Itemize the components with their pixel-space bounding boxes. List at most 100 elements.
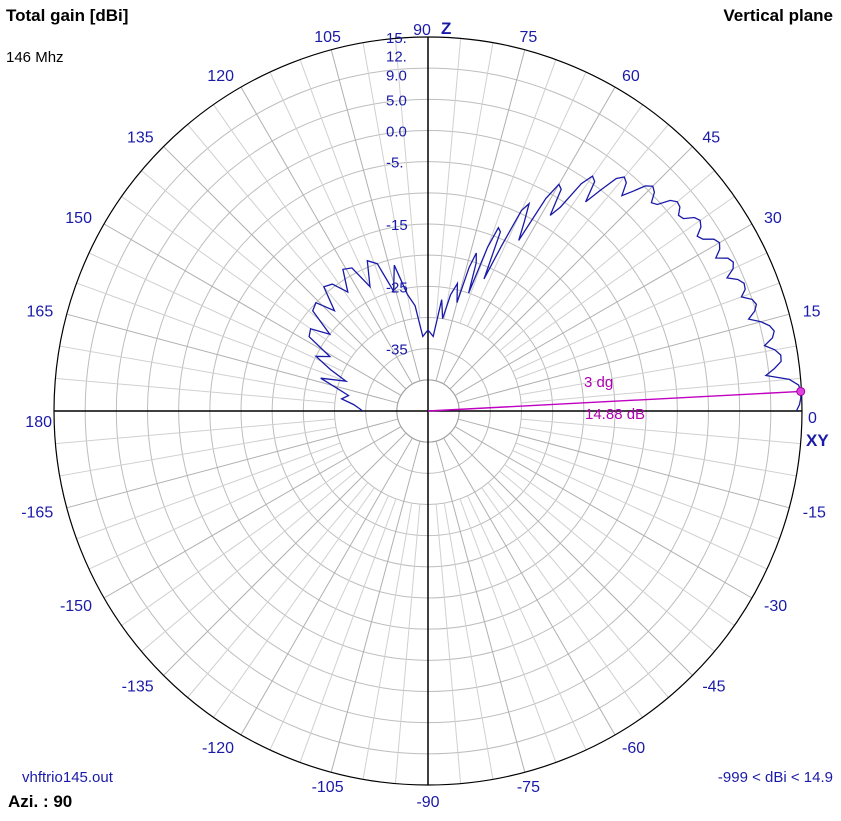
angle-label: -45 bbox=[702, 678, 725, 695]
grid-spoke bbox=[499, 470, 715, 652]
angle-label: 15 bbox=[803, 304, 821, 321]
grid-spoke bbox=[487, 482, 669, 698]
gain-ring-label: 15. bbox=[386, 30, 407, 47]
grid-spoke bbox=[457, 313, 790, 404]
gain-range-label: -999 < dBi < 14.9 bbox=[717, 769, 833, 786]
grid-spoke bbox=[330, 440, 421, 773]
grid-spoke bbox=[457, 418, 790, 509]
grid-spoke bbox=[76, 442, 341, 540]
angle-label: -15 bbox=[803, 504, 826, 521]
grid-spoke bbox=[519, 426, 797, 477]
grid-spoke bbox=[459, 59, 557, 324]
grid-spoke bbox=[330, 49, 421, 382]
grid-spoke bbox=[443, 502, 494, 780]
grid-spoke bbox=[454, 223, 753, 396]
frequency-label: 146 Mhz bbox=[6, 49, 64, 66]
angle-label: -75 bbox=[517, 779, 540, 796]
gain-ring-labels: 15.12.9.05.00.0-5.-15-25-35 bbox=[386, 30, 408, 359]
grid-spoke bbox=[515, 282, 780, 380]
marker-dot bbox=[796, 386, 806, 396]
grid-spoke bbox=[481, 487, 643, 718]
gain-ring-label: 12. bbox=[386, 49, 407, 66]
grid-spoke bbox=[362, 502, 413, 780]
grid-spoke bbox=[499, 170, 715, 352]
grid-spoke bbox=[240, 86, 413, 385]
grid-spoke bbox=[163, 146, 407, 390]
gain-ring-label: -15 bbox=[386, 217, 408, 234]
grid-spoke bbox=[467, 71, 587, 327]
grid-spoke bbox=[454, 426, 753, 599]
grid-spoke bbox=[504, 196, 735, 358]
grid-spoke bbox=[515, 442, 780, 540]
angle-label: 105 bbox=[314, 29, 341, 46]
marker-gain-label: 14.88 dB bbox=[585, 406, 645, 423]
grid-spoke bbox=[504, 464, 735, 626]
plane-label: Vertical plane bbox=[723, 6, 833, 25]
grid-spoke bbox=[141, 470, 357, 652]
grid-spoke bbox=[443, 86, 616, 385]
gain-pattern-line bbox=[308, 175, 802, 412]
grid-spoke bbox=[435, 49, 526, 382]
output-file-label: vhftrio145.out bbox=[22, 769, 113, 786]
grid-spoke bbox=[55, 377, 335, 404]
angle-label: 180 bbox=[25, 414, 52, 431]
grid-spoke bbox=[121, 196, 352, 358]
grid-spoke bbox=[213, 487, 375, 718]
grid-spoke bbox=[240, 437, 413, 736]
grid-spoke bbox=[449, 146, 693, 390]
grid-spoke bbox=[103, 223, 402, 396]
grid-spoke bbox=[59, 426, 337, 477]
angle-label: -135 bbox=[122, 678, 154, 695]
angle-label: 30 bbox=[764, 210, 782, 227]
grid-spoke bbox=[521, 377, 801, 404]
azimuth-label: Azi. : 90 bbox=[8, 792, 73, 811]
angle-label: 75 bbox=[520, 29, 538, 46]
grid-spoke bbox=[449, 432, 693, 676]
angle-label: -90 bbox=[416, 794, 439, 811]
grid-spoke bbox=[519, 345, 797, 396]
grid-spoke bbox=[66, 418, 399, 509]
outer-circle bbox=[53, 36, 803, 786]
angle-label: -120 bbox=[202, 740, 234, 757]
grid-spoke bbox=[269, 495, 389, 751]
chart-title: Total gain [dBi] bbox=[6, 6, 129, 25]
gain-ring-label: -35 bbox=[386, 342, 408, 359]
angle-label: -30 bbox=[764, 598, 787, 615]
grid-spoke bbox=[362, 42, 413, 320]
grid-spoke bbox=[163, 432, 407, 676]
gain-ring-label: -5. bbox=[386, 155, 404, 172]
angle-label: 165 bbox=[27, 304, 54, 321]
grid-spoke bbox=[103, 426, 402, 599]
angle-label: 90 bbox=[413, 22, 431, 39]
angle-label: -105 bbox=[312, 779, 344, 796]
max-gain-marker: 3 dg 14.88 dB bbox=[427, 374, 806, 423]
grid-spoke bbox=[66, 313, 399, 404]
marker-angle-label: 3 dg bbox=[584, 374, 613, 391]
grid-spoke bbox=[512, 450, 768, 570]
z-axis-label: Z bbox=[441, 19, 451, 38]
angle-label: -60 bbox=[622, 740, 645, 757]
angle-labels: 90 75604530150-15-30-45-60-75-90-105-120-… bbox=[21, 22, 826, 811]
grid-spoke bbox=[443, 437, 616, 736]
grid-spoke bbox=[187, 124, 369, 340]
angle-label: 120 bbox=[207, 68, 234, 85]
grid-spoke bbox=[487, 124, 669, 340]
angle-label: 150 bbox=[65, 210, 92, 227]
grid-spoke bbox=[59, 345, 337, 396]
xy-axis-label: XY bbox=[806, 431, 829, 450]
grid-spoke bbox=[512, 252, 768, 372]
grid-spoke bbox=[443, 42, 494, 320]
angle-label: 60 bbox=[622, 68, 640, 85]
gain-ring-label: 5.0 bbox=[386, 92, 407, 109]
grid-spoke bbox=[269, 71, 389, 327]
marker-line bbox=[427, 390, 801, 412]
grid-spoke bbox=[435, 440, 526, 773]
angle-label: -150 bbox=[60, 598, 92, 615]
grid-spoke bbox=[299, 59, 397, 324]
grid-spoke bbox=[394, 504, 421, 784]
angle-label: 0 bbox=[808, 410, 817, 427]
grid-spoke bbox=[459, 498, 557, 763]
grid-spoke bbox=[121, 464, 352, 626]
angle-label: -165 bbox=[21, 504, 53, 521]
